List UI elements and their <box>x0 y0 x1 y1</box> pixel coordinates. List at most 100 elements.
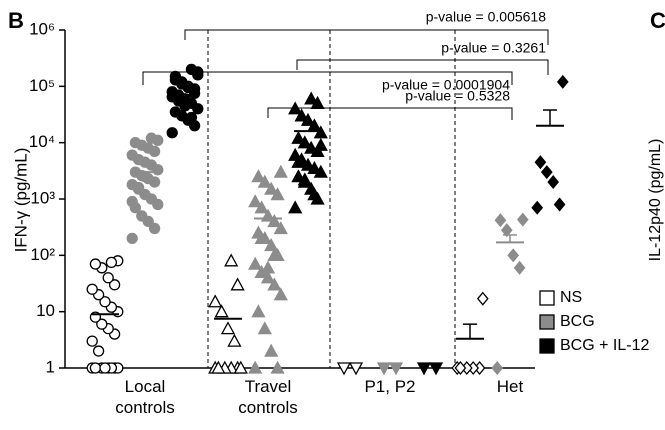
y-tick-label: 1 <box>46 357 55 376</box>
data-point <box>99 296 111 308</box>
data-point <box>86 335 98 347</box>
bracket <box>184 29 549 45</box>
data-point <box>129 137 142 149</box>
y-tick-label: 10⁴ <box>29 132 55 151</box>
data-point <box>166 127 178 139</box>
data-point <box>291 154 306 168</box>
axis-title: IFN-γ (pg/mL) <box>11 148 30 253</box>
y-tick-label: 10⁶ <box>29 19 55 38</box>
data-point <box>516 212 529 227</box>
data-point <box>547 175 560 190</box>
panel-label: B <box>8 8 24 33</box>
panel-label: C <box>650 8 665 33</box>
data-point <box>126 195 138 208</box>
data-point <box>267 247 282 261</box>
legend-swatch <box>539 290 555 306</box>
data-point <box>92 345 105 357</box>
legend-label: BCG + IL-12 <box>560 337 649 354</box>
data-point <box>126 149 138 161</box>
data-point <box>313 137 328 151</box>
data-point <box>169 74 182 86</box>
data-point <box>336 362 352 376</box>
data-point <box>233 360 248 374</box>
data-point <box>105 256 118 269</box>
data-point <box>251 304 266 318</box>
bracket <box>296 59 549 75</box>
data-point <box>227 333 242 347</box>
data-point <box>531 200 544 215</box>
y-tick-label: 10⁵ <box>29 76 55 95</box>
annotation: p-value = 0.005618 <box>426 9 546 25</box>
annotation: p-value = 0.0001904 <box>382 77 510 93</box>
data-point <box>220 321 236 335</box>
data-point <box>251 169 266 183</box>
data-point <box>211 360 226 374</box>
y-tick-label: 10 <box>36 301 55 320</box>
data-point <box>99 362 111 374</box>
data-point <box>513 260 526 275</box>
legend-swatch <box>539 338 555 354</box>
data-point <box>273 287 288 301</box>
data-point <box>264 343 279 357</box>
data-point <box>264 181 279 195</box>
data-point <box>102 272 114 284</box>
data-point <box>273 164 288 178</box>
data-point <box>507 248 520 263</box>
data-point <box>556 74 569 89</box>
data-point <box>248 256 263 270</box>
x-tick-label: Travel controls <box>238 377 298 417</box>
data-point <box>214 304 229 318</box>
data-point <box>288 200 303 214</box>
legend-label: BCG <box>560 313 595 330</box>
data-point <box>294 108 309 122</box>
data-point <box>257 321 272 335</box>
data-point <box>291 130 306 144</box>
data-point <box>500 223 513 238</box>
data-point <box>224 253 239 267</box>
data-point <box>270 360 285 374</box>
data-point <box>416 362 432 376</box>
data-point <box>136 210 148 222</box>
data-point <box>166 91 178 103</box>
y-tick-label: 10² <box>30 245 55 264</box>
data-point <box>86 283 98 295</box>
data-point <box>491 360 504 376</box>
y-tick-label: 10³ <box>30 188 55 207</box>
data-point <box>185 111 198 124</box>
data-point <box>307 187 322 201</box>
data-point <box>553 197 566 212</box>
legend-label: NS <box>560 289 582 306</box>
x-tick-label: P1, P2 <box>364 377 415 396</box>
data-point <box>476 291 489 306</box>
data-point <box>454 360 467 376</box>
data-point <box>96 318 108 330</box>
data-point <box>264 238 279 252</box>
data-point <box>192 69 204 81</box>
bracket <box>142 71 513 85</box>
data-point <box>89 258 102 270</box>
data-point <box>376 362 392 376</box>
data-point <box>230 277 245 291</box>
data-point <box>148 222 161 235</box>
data-point <box>248 194 263 208</box>
data-point <box>313 125 328 139</box>
data-point <box>534 155 547 170</box>
data-point <box>273 221 288 235</box>
data-point <box>304 91 319 105</box>
data-point <box>208 294 223 308</box>
data-point <box>145 132 158 144</box>
data-point <box>267 277 282 291</box>
x-tick-label: Local controls <box>115 377 175 417</box>
data-point <box>540 165 553 180</box>
legend-swatch <box>539 314 555 330</box>
annotation: p-value = 0.5328 <box>405 88 510 104</box>
annotation: p-value = 0.3261 <box>441 40 546 56</box>
data-point <box>132 181 145 194</box>
data-point <box>169 106 182 118</box>
x-tick-label: Het <box>497 377 524 396</box>
data-point <box>108 279 121 291</box>
axis-title: IL-12p40 (pg/mL) <box>647 139 664 262</box>
data-point <box>494 213 507 228</box>
data-point <box>428 362 444 376</box>
data-point <box>248 360 263 374</box>
